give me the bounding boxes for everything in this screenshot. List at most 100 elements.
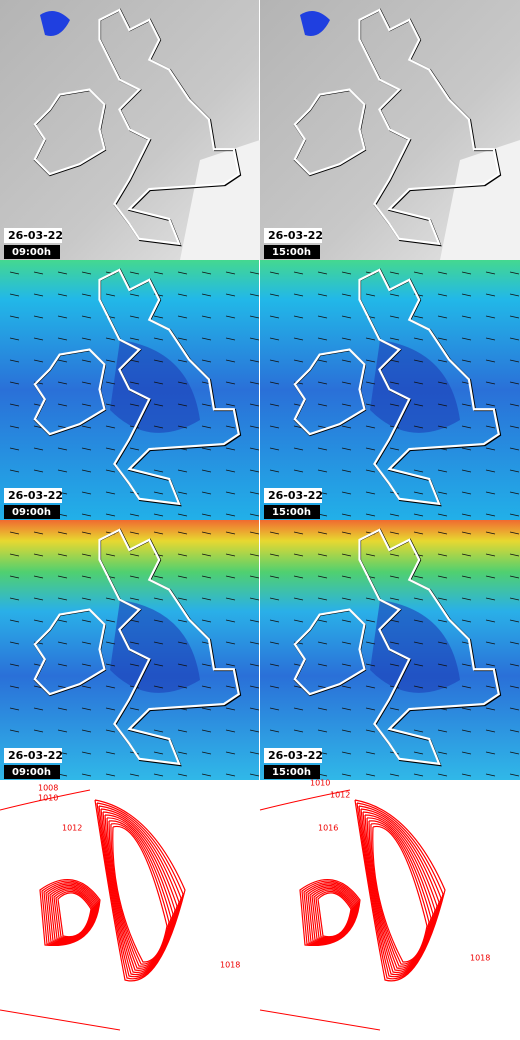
wind-arrow	[293, 293, 304, 297]
isobar-label: 1012	[62, 824, 82, 833]
wind-arrow	[461, 619, 472, 623]
wind-arrow	[57, 663, 68, 667]
wind-arrow	[201, 469, 212, 473]
wind-arrow	[437, 663, 448, 667]
wind-arrow	[461, 447, 472, 451]
wind-arrow	[365, 513, 376, 517]
wind-arrow	[269, 403, 280, 407]
time-box	[4, 505, 60, 519]
wind-arrow	[9, 293, 20, 297]
wind-arrow	[413, 619, 424, 623]
date-label: 26-03-22	[268, 489, 323, 502]
wind-arrow	[201, 447, 212, 451]
wind-arrow	[105, 469, 116, 473]
wind-arrow	[509, 447, 520, 451]
wind-arrow	[317, 729, 328, 733]
wind-arrow	[509, 729, 520, 733]
wind-arrow	[461, 315, 472, 319]
wind-arrow	[341, 337, 352, 341]
wind-arrow	[201, 293, 212, 297]
date-box	[4, 748, 62, 763]
wind-arrow	[177, 293, 188, 297]
wind-arrow	[81, 575, 92, 579]
wind-arrow	[249, 707, 260, 711]
wind-arrow	[105, 293, 116, 297]
wind-arrow	[509, 707, 520, 711]
wind-arrow	[269, 597, 280, 601]
wind-arrow	[225, 553, 236, 557]
wind-arrow	[81, 531, 92, 535]
wind-arrow	[485, 685, 496, 689]
wind-arrow	[389, 315, 400, 319]
wind-arrow	[365, 469, 376, 473]
wind-arrow	[81, 469, 92, 473]
wind-arrow	[9, 707, 20, 711]
wind-arrow	[389, 447, 400, 451]
wind-arrow	[225, 469, 236, 473]
isobar-label: 1018	[220, 961, 240, 970]
wind-arrow	[485, 597, 496, 601]
wind-arrow	[225, 381, 236, 385]
wind-arrow	[461, 469, 472, 473]
wind-arrow	[413, 685, 424, 689]
wind-arrow	[129, 337, 140, 341]
wind-arrow	[365, 403, 376, 407]
wind-arrow	[129, 315, 140, 319]
wind-arrow	[437, 469, 448, 473]
wind-arrow	[225, 447, 236, 451]
wind-arrow	[509, 597, 520, 601]
wind-arrow	[177, 359, 188, 363]
wind-arrow	[413, 597, 424, 601]
wind-arrow	[225, 685, 236, 689]
map-panel: 26-03-22 15:00h	[260, 260, 520, 520]
isobar	[55, 890, 93, 939]
wind-arrow	[129, 447, 140, 451]
wind-arrow	[249, 729, 260, 733]
wind-arrow	[341, 597, 352, 601]
wind-arrow	[317, 381, 328, 385]
wind-arrow	[317, 359, 328, 363]
wind-arrow	[57, 359, 68, 363]
wind-arrow	[249, 751, 260, 755]
wind-arrow	[9, 403, 20, 407]
wind-arrow	[413, 641, 424, 645]
wind-arrow	[153, 619, 164, 623]
wind-arrow	[317, 315, 328, 319]
wind-arrow	[317, 619, 328, 623]
wind-arrow	[509, 469, 520, 473]
wind-arrow	[461, 403, 472, 407]
wind-arrow	[389, 381, 400, 385]
wind-arrow	[293, 469, 304, 473]
wind-arrow	[33, 271, 44, 275]
wind-arrow	[509, 513, 520, 517]
wind-arrow	[225, 337, 236, 341]
isobar-label: 1008	[38, 784, 58, 793]
wind-arrow	[9, 597, 20, 601]
wind-arrow	[461, 707, 472, 711]
wind-arrow	[81, 425, 92, 429]
wind-arrow	[485, 513, 496, 517]
wind-arrow	[269, 271, 280, 275]
wind-arrow	[341, 663, 352, 667]
wind-core	[110, 340, 200, 433]
wind-arrow	[249, 553, 260, 557]
wind-arrow	[33, 729, 44, 733]
wind-arrow	[389, 553, 400, 557]
time-label: 09:00h	[12, 247, 51, 258]
wind-arrow	[129, 773, 140, 777]
wind-arrow	[177, 381, 188, 385]
wind-arrow	[389, 597, 400, 601]
isobar	[315, 890, 353, 939]
wind-arrow	[201, 425, 212, 429]
wind-arrow	[293, 359, 304, 363]
wind-arrow	[225, 271, 236, 275]
wind-arrow	[365, 685, 376, 689]
wind-arrow	[153, 773, 164, 777]
wind-arrow	[9, 425, 20, 429]
wind-arrow	[33, 597, 44, 601]
wind-arrow	[509, 641, 520, 645]
wind-arrow	[365, 337, 376, 341]
isobar	[372, 825, 428, 963]
wind-arrow	[177, 337, 188, 341]
